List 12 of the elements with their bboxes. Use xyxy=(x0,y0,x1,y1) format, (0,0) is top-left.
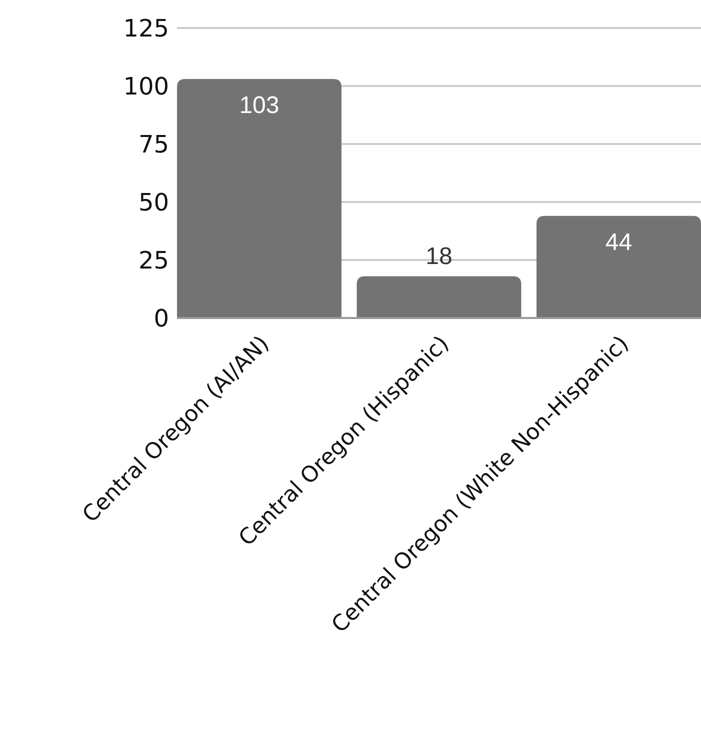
data-label: 44 xyxy=(605,228,632,256)
y-tick-label: 50 xyxy=(138,188,169,216)
y-tick-label: 25 xyxy=(138,246,169,274)
y-tick-label: 75 xyxy=(138,130,169,158)
bar xyxy=(177,79,342,318)
y-tick-label: 0 xyxy=(154,304,169,332)
data-label: 103 xyxy=(239,92,280,120)
y-tick-label: 100 xyxy=(123,72,169,100)
bar xyxy=(356,276,522,318)
bar xyxy=(536,216,701,318)
y-tick-label: 125 xyxy=(123,14,169,42)
data-label: 18 xyxy=(426,243,452,270)
